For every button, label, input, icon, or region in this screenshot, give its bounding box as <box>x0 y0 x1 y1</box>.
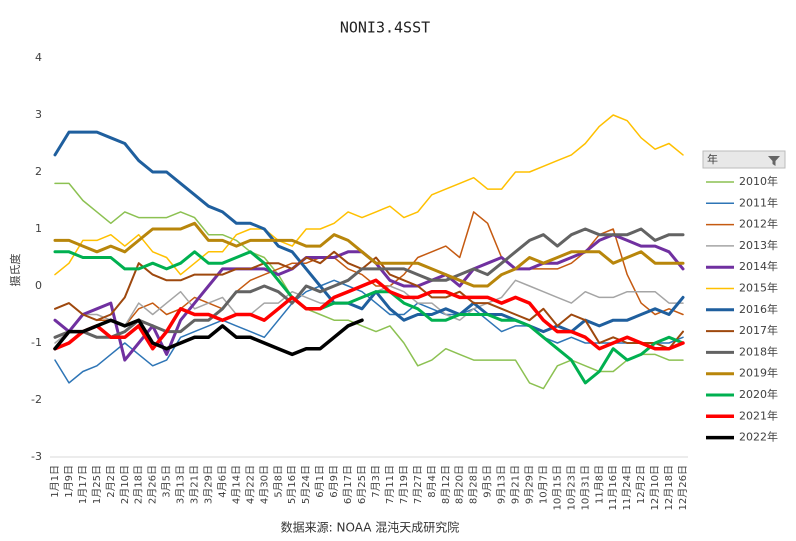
filter-icon[interactable] <box>768 156 780 166</box>
y-tick-label: 3 <box>35 108 42 121</box>
x-tick-label: 7月11日 <box>384 465 396 504</box>
series-line <box>53 278 685 351</box>
x-tick-label: 7月27日 <box>412 465 424 504</box>
legend-label: 2011年 <box>739 195 778 209</box>
legend-label: 2022年 <box>739 430 778 444</box>
series-line <box>54 279 684 384</box>
legend-label: 2016年 <box>739 302 778 316</box>
x-tick-label: 7月19日 <box>398 465 410 504</box>
x-tick-label: 2月2日 <box>105 465 117 498</box>
series-line <box>53 318 364 357</box>
x-tick-label: 8月12日 <box>440 465 452 504</box>
x-tick-label: 12月2日 <box>635 465 647 504</box>
x-tick-label: 12月18日 <box>663 465 675 510</box>
y-axis-label: 摄氏度 <box>8 254 22 287</box>
x-tick-label: 5月16日 <box>286 465 298 504</box>
x-tick-label: 5月8日 <box>272 465 284 498</box>
series-line <box>53 227 685 339</box>
legend-label: 2013年 <box>739 238 778 252</box>
legend-label: 2018年 <box>739 344 778 358</box>
x-tick-label: 4月30日 <box>258 465 270 504</box>
x-tick-label: 8月20日 <box>454 465 466 504</box>
series-line <box>53 221 685 288</box>
x-tick-label: 9月5日 <box>482 465 494 498</box>
series-line <box>53 250 685 385</box>
x-tick-label: 5月24日 <box>300 465 312 504</box>
x-tick-label: 12月10日 <box>649 465 661 510</box>
y-tick-label: -3 <box>31 450 42 463</box>
legend-label: 2019年 <box>739 366 778 380</box>
series-line <box>54 182 684 390</box>
chart-title: NONI3.4SST <box>340 19 430 37</box>
x-tick-label: 9月13日 <box>496 465 508 504</box>
x-tick-label: 10月15日 <box>551 465 563 510</box>
series-line <box>54 250 684 350</box>
x-tick-label: 1月1日 <box>49 465 61 498</box>
x-tick-label: 2月26日 <box>147 465 159 504</box>
x-tick-label: 1月25日 <box>91 465 103 504</box>
x-tick-label: 6月17日 <box>342 465 354 504</box>
x-tick-label: 3月21日 <box>189 465 201 504</box>
x-tick-label: 10月7日 <box>537 465 549 504</box>
legend-label: 2014年 <box>739 259 778 273</box>
x-tick-label: 4月14日 <box>230 465 242 504</box>
source-note: 数据来源: NOAA 混沌天成研究院 <box>281 520 460 535</box>
x-tick-label: 4月22日 <box>244 465 256 504</box>
x-tick-label: 11月24日 <box>621 465 633 510</box>
x-tick-label: 4月6日 <box>216 465 228 498</box>
x-tick-label: 3月29日 <box>203 465 215 504</box>
legend-label: 2017年 <box>739 323 778 337</box>
x-tick-label: 8月28日 <box>468 465 480 504</box>
x-tick-label: 12月26日 <box>677 465 689 510</box>
x-tick-label: 2月18日 <box>133 465 145 504</box>
legend-label: 2015年 <box>739 281 778 295</box>
y-tick-label: 4 <box>35 51 42 64</box>
y-tick-label: 2 <box>35 165 42 178</box>
x-tick-label: 1月17日 <box>77 465 89 504</box>
legend-label: 2010年 <box>739 174 778 188</box>
x-tick-label: 1月9日 <box>63 465 75 498</box>
x-tick-label: 8月4日 <box>426 465 438 498</box>
legend-title: 年 <box>707 152 718 166</box>
y-tick-label: 0 <box>35 279 42 292</box>
legend-label: 2020年 <box>739 387 778 401</box>
series-line <box>53 130 685 334</box>
x-tick-label: 9月21日 <box>510 465 522 504</box>
x-tick-label: 6月1日 <box>314 465 326 498</box>
y-tick-label: 1 <box>35 222 42 235</box>
legend-label: 2012年 <box>739 217 778 231</box>
series-line <box>54 114 684 276</box>
x-tick-label: 6月25日 <box>356 465 368 504</box>
y-tick-label: -1 <box>31 336 42 349</box>
x-tick-label: 7月3日 <box>370 465 382 498</box>
legend-label: 2021年 <box>739 408 778 422</box>
x-tick-label: 11月8日 <box>593 465 605 504</box>
x-tick-label: 10月31日 <box>579 465 591 510</box>
x-tick-label: 10月23日 <box>565 465 577 510</box>
x-tick-label: 9月29日 <box>523 465 535 504</box>
legend-header[interactable] <box>702 150 786 169</box>
x-tick-label: 11月16日 <box>607 465 619 510</box>
series-line <box>54 279 684 344</box>
x-tick-label: 3月13日 <box>175 465 187 504</box>
x-tick-label: 6月9日 <box>328 465 340 498</box>
x-tick-label: 3月5日 <box>161 465 173 498</box>
y-tick-label: -2 <box>31 393 42 406</box>
x-tick-label: 2月10日 <box>119 465 131 504</box>
